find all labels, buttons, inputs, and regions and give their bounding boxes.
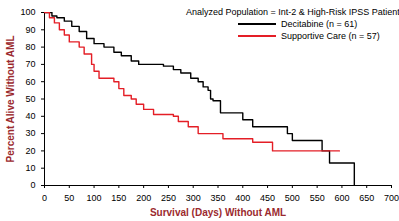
svg-text:450: 450 bbox=[260, 193, 275, 203]
svg-text:600: 600 bbox=[334, 193, 349, 203]
html-text:Decitabine (n = 61): Decitabine (n = 61) bbox=[281, 19, 358, 29]
svg-text:200: 200 bbox=[136, 193, 151, 203]
svg-text:80: 80 bbox=[25, 42, 35, 52]
svg-text:700: 700 bbox=[384, 193, 399, 203]
svg-text:90: 90 bbox=[25, 25, 35, 35]
svg-text:60: 60 bbox=[25, 77, 35, 87]
svg-text:30: 30 bbox=[25, 128, 35, 138]
svg-text:Percent Alive Without AML: Percent Alive Without AML bbox=[5, 36, 16, 163]
svg-text:650: 650 bbox=[359, 193, 374, 203]
svg-text:350: 350 bbox=[210, 193, 225, 203]
svg-text:70: 70 bbox=[25, 59, 35, 69]
svg-text:100: 100 bbox=[20, 7, 35, 17]
svg-text:500: 500 bbox=[285, 193, 300, 203]
html-text:Supportive Care (n = 57): Supportive Care (n = 57) bbox=[281, 31, 380, 41]
svg-text:20: 20 bbox=[25, 146, 35, 156]
svg-text:0: 0 bbox=[30, 180, 35, 190]
svg-text:550: 550 bbox=[310, 193, 325, 203]
svg-text:250: 250 bbox=[161, 193, 176, 203]
svg-text:50: 50 bbox=[64, 193, 74, 203]
svg-text:0: 0 bbox=[42, 193, 47, 203]
svg-text:400: 400 bbox=[235, 193, 250, 203]
svg-text:150: 150 bbox=[111, 193, 126, 203]
svg-text:300: 300 bbox=[186, 193, 201, 203]
svg-text:50: 50 bbox=[25, 94, 35, 104]
svg-text:Survival (Days) Without AML: Survival (Days) Without AML bbox=[150, 207, 286, 218]
svg-text:40: 40 bbox=[25, 111, 35, 121]
svg-text:10: 10 bbox=[25, 163, 35, 173]
svg-text:100: 100 bbox=[87, 193, 102, 203]
